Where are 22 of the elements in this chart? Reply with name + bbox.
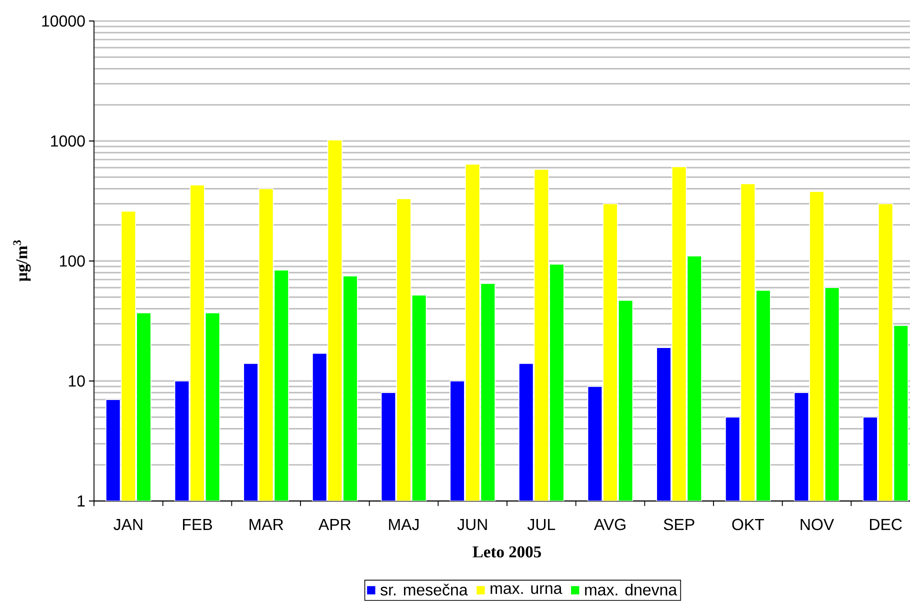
x-tick-label: JUN: [457, 518, 487, 530]
x-axis-title: Leto 2005: [472, 546, 541, 558]
x-tick-label: JUL: [527, 518, 556, 530]
legend-label: sr. mesečna: [380, 584, 468, 596]
y-tick-label: 10000: [42, 15, 85, 27]
x-tick-label: JAN: [114, 518, 142, 530]
x-tick-label: FEB: [183, 518, 212, 530]
x-tick-label: MAR: [250, 518, 284, 530]
legend-label: max. urna: [490, 585, 562, 594]
y-tick-label: 1000: [51, 135, 85, 147]
x-tick-label: NOV: [800, 518, 834, 530]
x-tick-label: DEC: [870, 518, 902, 530]
y-tick-label: 1: [78, 495, 85, 507]
x-tick-label: APR: [318, 518, 351, 530]
y-axis-title: µg/m$^{3}$: [13, 240, 31, 282]
legend-label: max. dnevna: [585, 584, 678, 596]
x-tick-label: MAJ: [389, 518, 419, 530]
y-tick-label: 10: [68, 375, 85, 387]
x-tick-label: SEP: [664, 518, 694, 530]
x-tick-label: AVG: [594, 518, 626, 530]
y-tick-label: 100: [60, 255, 85, 267]
x-tick-label: OKT: [732, 518, 764, 530]
